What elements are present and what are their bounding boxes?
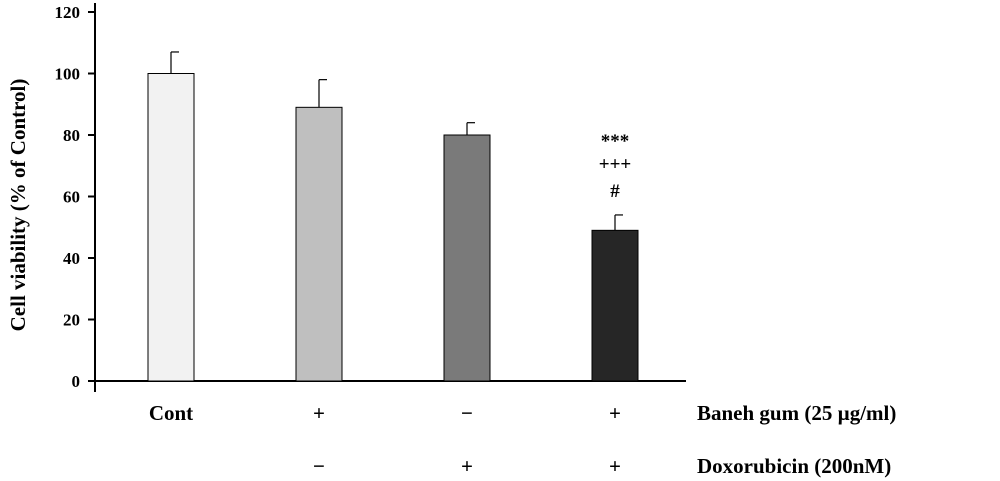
y-tick-label: 40 [63, 249, 80, 268]
treatment-mark: + [609, 454, 621, 478]
significance-markers: ***+++ # [599, 131, 631, 202]
y-axis-label: Cell viability (% of Control) [6, 79, 30, 332]
y-tick-label: 120 [55, 3, 81, 22]
treatment-rows: Cont + − + Baneh gum (25 µg/ml) − + + Doxorubici… [149, 401, 897, 478]
y-tick-label: 60 [63, 188, 80, 207]
bars [147, 73, 639, 382]
treatment-row-label: Doxorubicin (200nM) [697, 454, 891, 478]
y-tick-label: 0 [72, 372, 81, 391]
treatment-mark: + [313, 401, 325, 425]
bar [591, 229, 639, 382]
bar [443, 134, 491, 382]
y-tick-label: 20 [63, 311, 80, 330]
y-tick-label: 100 [55, 65, 81, 84]
treatment-mark: + [461, 454, 473, 478]
treatment-mark: + [609, 401, 621, 425]
treatment-mark: − [313, 454, 325, 478]
treatment-row-label: Baneh gum (25 µg/ml) [697, 401, 896, 425]
treatment-mark: − [461, 401, 473, 425]
significance-marker: +++ [599, 154, 631, 175]
y-tick-label: 80 [63, 126, 80, 145]
treatment-mark: Cont [149, 401, 193, 425]
bar [147, 73, 195, 382]
y-ticks: 0 20 40 60 80 100 120 [55, 3, 95, 391]
bar [295, 106, 343, 382]
error-bars [170, 51, 623, 231]
significance-marker: # [610, 181, 620, 202]
significance-marker: *** [601, 131, 630, 152]
